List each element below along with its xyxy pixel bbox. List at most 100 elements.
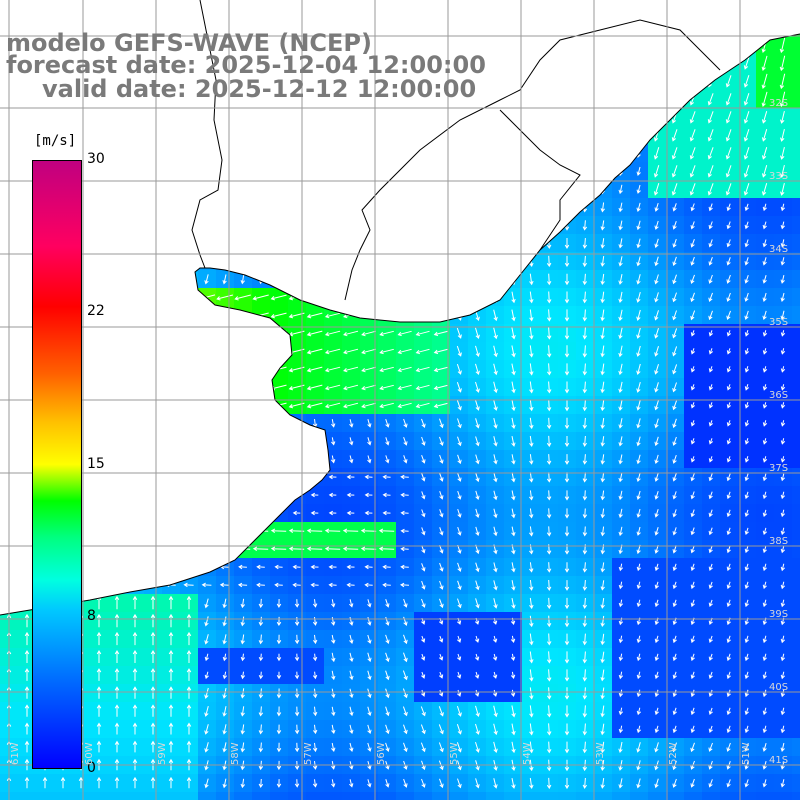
wind-arrow: [312, 671, 318, 680]
wind-arrow: [672, 238, 677, 248]
wind-arrow: [529, 741, 534, 754]
wind-arrow: [726, 545, 731, 554]
wind-arrow: [330, 203, 336, 212]
wind-arrow: [258, 221, 264, 230]
wind-arrow: [780, 438, 786, 445]
wind-arrow: [240, 706, 245, 717]
wind-arrow: [343, 330, 359, 337]
wind-cell: [792, 576, 800, 594]
wind-arrow: [780, 257, 785, 266]
wind-arrow: [349, 77, 354, 86]
wind-arrow: [24, 21, 29, 34]
wind-arrow: [150, 184, 155, 195]
wind-arrow: [258, 418, 264, 429]
wind-arrow: [762, 257, 767, 266]
wind-arrow: [168, 650, 174, 663]
wind-arrow: [343, 402, 359, 409]
wind-arrow: [690, 203, 695, 212]
wind-arrow: [93, 510, 104, 516]
wind-arrow: [349, 779, 354, 788]
wind-arrow: [456, 292, 462, 303]
wind-arrow: [779, 1, 786, 18]
wind-arrow: [331, 724, 336, 735]
wind-cell: [792, 180, 800, 198]
wind-arrow: [132, 112, 138, 123]
wind-arrow: [294, 616, 300, 626]
wind-cell: [792, 486, 800, 504]
wind-arrow: [421, 689, 426, 697]
wind-arrow: [132, 76, 138, 87]
wind-arrow: [276, 724, 282, 735]
wind-arrow: [385, 706, 390, 717]
wind-arrow: [636, 309, 641, 321]
wind-arrow: [600, 436, 605, 447]
wind-arrow: [421, 598, 426, 608]
wind-arrow: [511, 508, 516, 519]
wind-arrow: [24, 39, 29, 52]
wind-cell: [540, 792, 558, 800]
wind-arrow: [276, 4, 282, 15]
wind-arrow: [24, 202, 30, 213]
wind-arrow: [234, 294, 251, 301]
wind-cell: [396, 792, 414, 800]
wind-arrow: [294, 185, 300, 194]
wind-arrow: [276, 167, 282, 176]
wind-arrow: [420, 742, 426, 753]
wind-arrow: [654, 292, 659, 303]
wind-arrow: [529, 381, 534, 394]
wind-arrow: [582, 580, 588, 591]
wind-arrow: [96, 184, 101, 195]
wind-arrow: [761, 73, 768, 90]
wind-arrow: [415, 330, 430, 337]
wind-arrow: [294, 653, 300, 662]
wind-arrow: [114, 631, 120, 646]
wind-arrow: [240, 185, 246, 194]
wind-arrow: [600, 309, 605, 322]
wind-arrow: [707, 93, 714, 106]
wind-arrow: [511, 417, 516, 430]
wind-cell: [414, 792, 432, 800]
wind-arrow: [493, 508, 498, 519]
wind-arrow: [726, 203, 731, 212]
wind-arrow: [546, 166, 552, 177]
wind-arrow: [258, 58, 264, 69]
wind-arrow: [24, 776, 30, 789]
wind-arrow: [131, 3, 138, 16]
wind-arrow: [379, 384, 394, 391]
wind-arrow: [582, 94, 588, 105]
wind-arrow: [439, 491, 444, 500]
wind-arrow: [689, 147, 696, 160]
wind-arrow: [600, 148, 605, 159]
wind-arrow: [654, 527, 659, 536]
wind-arrow: [780, 509, 786, 518]
wind-arrow: [258, 113, 264, 122]
wind-arrow: [132, 202, 138, 213]
wind-arrow: [240, 256, 245, 267]
wind-arrow: [744, 707, 749, 716]
wind-arrow: [294, 239, 300, 248]
wind-arrow: [420, 4, 426, 15]
wind-arrow: [433, 294, 448, 301]
wind-arrow: [168, 631, 174, 646]
wind-arrow: [310, 582, 319, 588]
wind-arrow: [636, 274, 641, 285]
wind-arrow: [346, 492, 355, 498]
wind-arrow: [276, 256, 282, 266]
wind-arrow: [270, 330, 287, 337]
wind-arrow: [511, 255, 516, 267]
wind-arrow: [132, 39, 138, 52]
wind-arrow: [600, 327, 605, 340]
wind-cell: [792, 648, 800, 666]
wind-arrow: [204, 256, 209, 267]
wind-arrow: [493, 472, 498, 483]
wind-arrow: [707, 165, 714, 178]
wind-arrow: [204, 166, 209, 176]
wind-arrow: [222, 22, 227, 33]
wind-arrow: [618, 381, 623, 394]
wind-arrow: [743, 165, 750, 178]
wind-arrow: [150, 202, 156, 213]
wind-arrow: [342, 528, 359, 534]
wind-arrow: [780, 725, 786, 734]
wind-arrow: [379, 402, 394, 409]
wind-arrow: [654, 653, 659, 662]
